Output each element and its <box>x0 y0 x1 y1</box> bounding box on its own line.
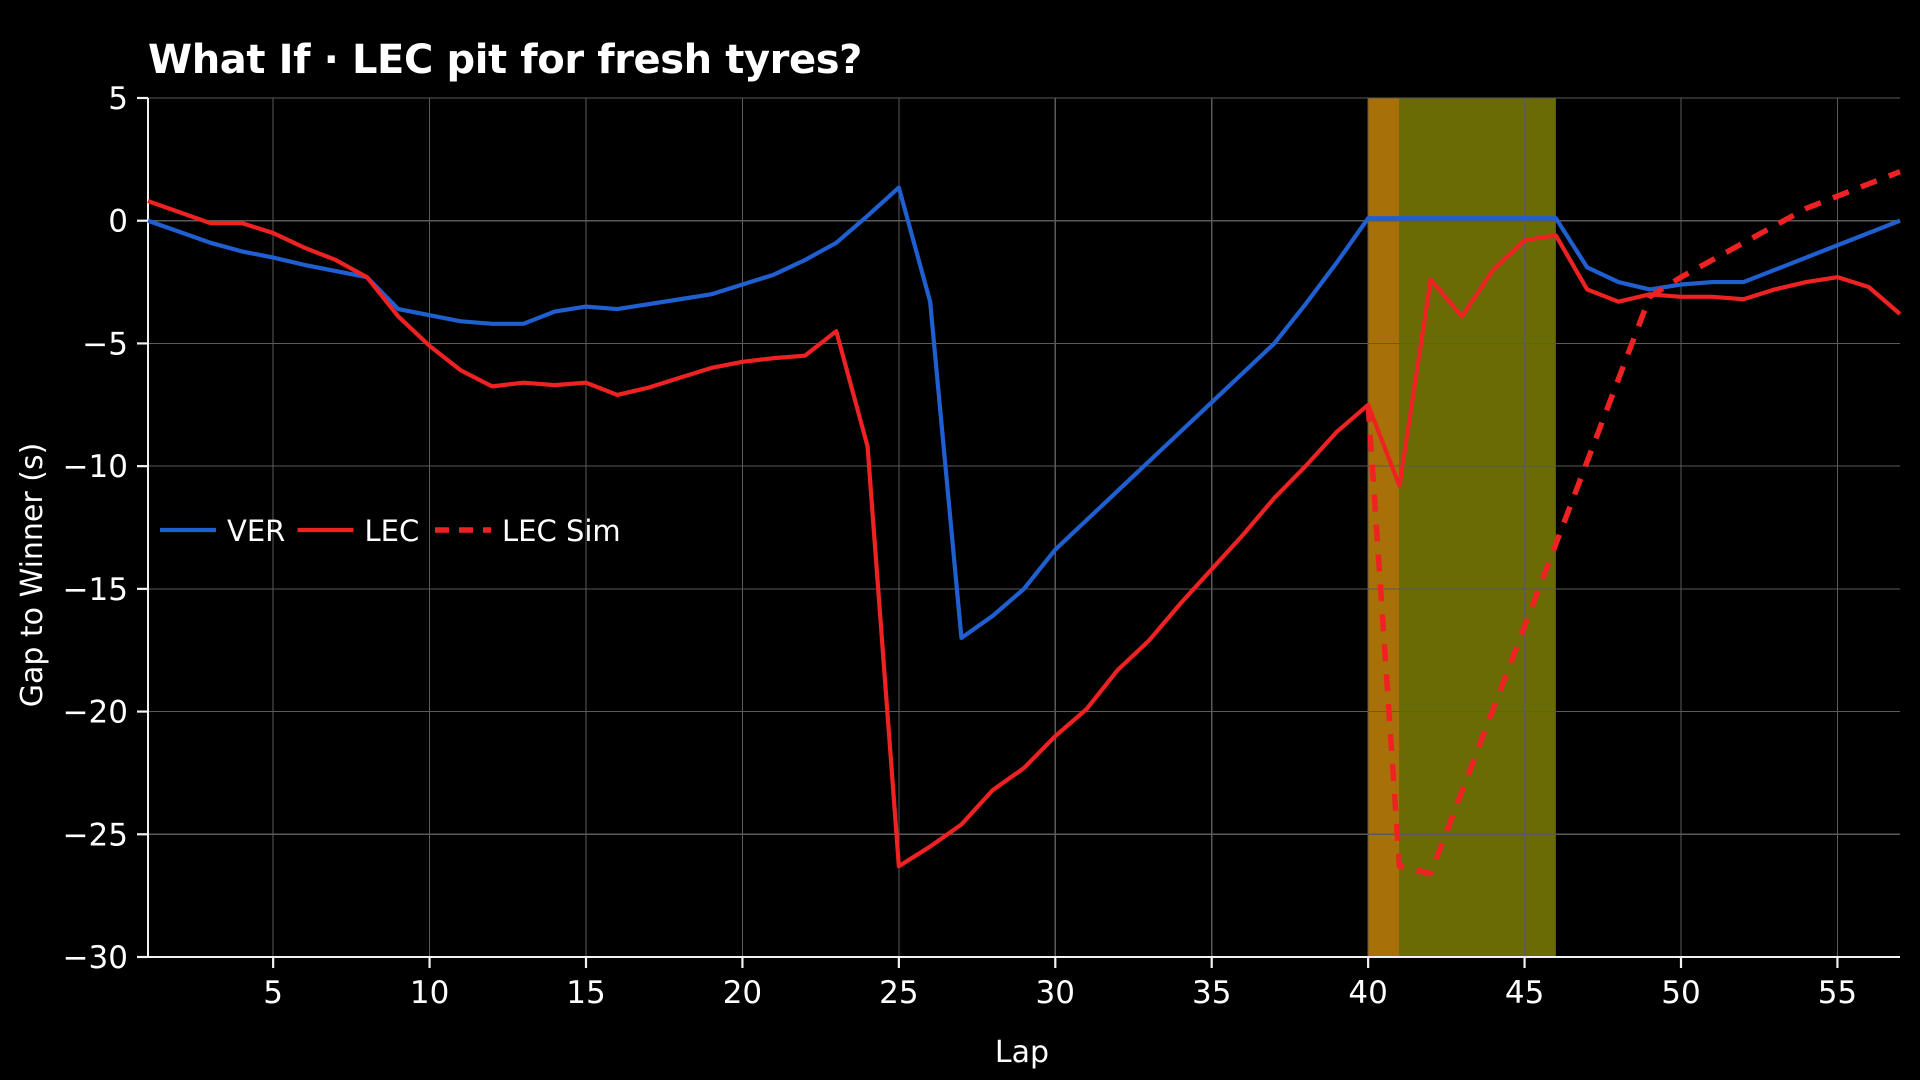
y-tick-label: −10 <box>63 449 128 485</box>
x-tick-label: 35 <box>1192 975 1231 1011</box>
safety-car-band <box>1399 98 1556 957</box>
x-tick-label: 20 <box>723 975 762 1011</box>
legend-label-lec[interactable]: LEC <box>365 514 420 548</box>
series-line-lec-sim <box>1365 169 1902 877</box>
y-tick-label: 5 <box>108 81 128 117</box>
x-tick-label: 30 <box>1036 975 1075 1011</box>
x-tick-label: 40 <box>1348 975 1387 1011</box>
x-tick-label: 15 <box>566 975 605 1011</box>
series-line-lec <box>147 199 1902 869</box>
y-tick-label: 0 <box>108 204 128 240</box>
data-series-group <box>147 169 1902 877</box>
pit-window-band <box>1368 98 1400 957</box>
legend[interactable]: VER LEC LEC Sim <box>160 514 621 548</box>
legend-label-ver[interactable]: VER <box>227 514 285 548</box>
axis-spines-group <box>146 98 1900 959</box>
y-axis-label: Gap to Winner (s) <box>15 443 50 708</box>
x-tick-label: 25 <box>879 975 918 1011</box>
y-tick-label: −25 <box>63 817 128 853</box>
x-tick-label: 5 <box>263 975 283 1011</box>
y-tick-label: −20 <box>63 695 128 731</box>
page-title: What If · LEC pit for fresh tyres? <box>148 37 862 83</box>
axis-ticks-group <box>137 96 1839 968</box>
y-tick-label: −15 <box>63 572 128 608</box>
x-tick-label: 55 <box>1818 975 1857 1011</box>
legend-label-lec-sim[interactable]: LEC Sim <box>502 514 621 548</box>
x-tick-label: 50 <box>1661 975 1700 1011</box>
x-axis-label: Lap <box>995 1035 1049 1070</box>
x-tick-label: 45 <box>1505 975 1544 1011</box>
y-tick-label: −5 <box>82 326 128 362</box>
tick-labels-group: 50−5−10−15−20−25−305 10 15 20 25 30 35 40 45 50 55 <box>63 81 1858 1011</box>
x-tick-label: 10 <box>410 975 449 1011</box>
series-line-ver <box>147 185 1901 641</box>
y-tick-label: −30 <box>63 940 128 976</box>
